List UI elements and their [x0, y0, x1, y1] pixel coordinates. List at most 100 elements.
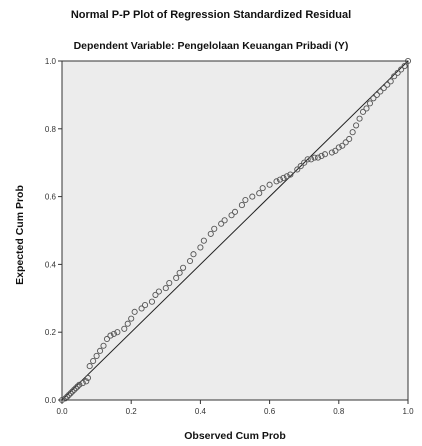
- data-point: [249, 193, 256, 200]
- x-tick-label: 0.0: [56, 407, 68, 416]
- x-tick-label: 0.6: [264, 407, 276, 416]
- data-point: [155, 288, 162, 295]
- data-point: [121, 325, 128, 332]
- data-point: [356, 115, 363, 122]
- data-point: [211, 225, 218, 232]
- data-point: [65, 391, 72, 398]
- data-point: [114, 329, 121, 336]
- data-point: [335, 144, 342, 151]
- data-point: [328, 149, 335, 156]
- data-point: [404, 57, 412, 65]
- data-point: [218, 220, 225, 227]
- data-point: [321, 151, 329, 158]
- y-tick-label: 0.4: [45, 260, 57, 269]
- data-point: [401, 63, 408, 70]
- data-point: [197, 244, 204, 251]
- x-axis-label: Observed Cum Prob: [184, 430, 286, 442]
- data-point: [273, 178, 280, 185]
- data-point: [228, 212, 235, 219]
- data-point: [124, 320, 131, 327]
- data-point: [67, 390, 74, 397]
- data-point: [173, 274, 180, 282]
- data-point: [332, 147, 339, 154]
- y-tick-label: 0.0: [45, 396, 57, 405]
- data-point: [377, 88, 384, 95]
- x-tick-label: 0.4: [195, 407, 207, 416]
- y-tick-label: 0.2: [45, 328, 57, 337]
- data-point: [256, 190, 263, 197]
- data-point: [93, 352, 100, 359]
- data-point: [280, 174, 287, 182]
- data-point: [200, 237, 207, 244]
- data-point: [287, 171, 294, 178]
- data-point: [74, 383, 81, 390]
- data-point: [308, 156, 315, 163]
- data-point: [384, 81, 391, 88]
- data-point: [391, 73, 398, 80]
- data-point: [162, 285, 169, 292]
- reference-line: [61, 60, 409, 401]
- data-point: [166, 279, 173, 287]
- x-tick-label: 0.8: [333, 407, 345, 416]
- y-axis-label: Expected Cum Prob: [14, 185, 26, 285]
- data-point: [148, 298, 156, 305]
- y-tick-label: 0.6: [45, 193, 57, 202]
- data-point: [83, 378, 90, 385]
- data-point: [318, 152, 325, 159]
- data-point: [259, 185, 266, 192]
- data-point: [180, 264, 187, 271]
- data-point: [359, 108, 367, 115]
- data-point: [64, 393, 71, 400]
- data-point: [373, 91, 380, 98]
- data-point: [90, 357, 97, 365]
- data-point: [304, 156, 311, 163]
- data-point: [314, 154, 322, 161]
- data-point: [128, 315, 135, 322]
- data-point: [79, 379, 86, 387]
- data-point: [242, 196, 249, 204]
- data-point: [97, 347, 104, 354]
- data-point: [231, 208, 239, 215]
- data-point: [207, 230, 214, 237]
- axis-ticks: 0.0 0.2 0.4 0.6 0.8 1.0 0.0 0.2 0.4 0.6 0.8 1.0: [45, 57, 414, 416]
- data-point: [276, 176, 284, 183]
- data-point: [86, 363, 93, 370]
- x-tick-label: 0.2: [126, 407, 138, 416]
- data-point: [266, 181, 273, 188]
- data-point: [297, 163, 304, 170]
- chart-subtitle: Dependent Variable: Pengelolaan Keuangan…: [73, 40, 349, 52]
- data-point: [294, 166, 301, 173]
- data-point: [62, 395, 69, 402]
- chart-title: Normal P-P Plot of Regression Standardiz…: [70, 9, 352, 21]
- x-tick-label: 1.0: [402, 407, 414, 416]
- data-point: [84, 374, 91, 382]
- y-tick-label: 1.0: [45, 57, 57, 66]
- data-point: [103, 335, 111, 343]
- data-point: [394, 69, 401, 76]
- data-point: [110, 330, 117, 337]
- data-point: [363, 105, 370, 112]
- data-point: [69, 388, 76, 395]
- data-point: [301, 159, 308, 166]
- data-point: [131, 308, 138, 315]
- data-point: [366, 100, 373, 107]
- y-tick-label: 0.8: [45, 125, 57, 134]
- data-point: [238, 202, 245, 209]
- data-point: [221, 217, 228, 224]
- data-point: [176, 269, 183, 276]
- data-point: [311, 154, 318, 161]
- data-point: [346, 135, 353, 143]
- data-point: [100, 342, 107, 349]
- data-point: [138, 305, 145, 312]
- data-point: [186, 257, 194, 265]
- data-point: [342, 139, 349, 146]
- data-points: [58, 57, 412, 404]
- data-point: [152, 291, 159, 298]
- data-point: [71, 386, 78, 393]
- data-point: [141, 302, 149, 309]
- data-point: [283, 173, 290, 180]
- data-point: [398, 66, 405, 73]
- data-point: [353, 122, 360, 129]
- data-point: [58, 396, 66, 404]
